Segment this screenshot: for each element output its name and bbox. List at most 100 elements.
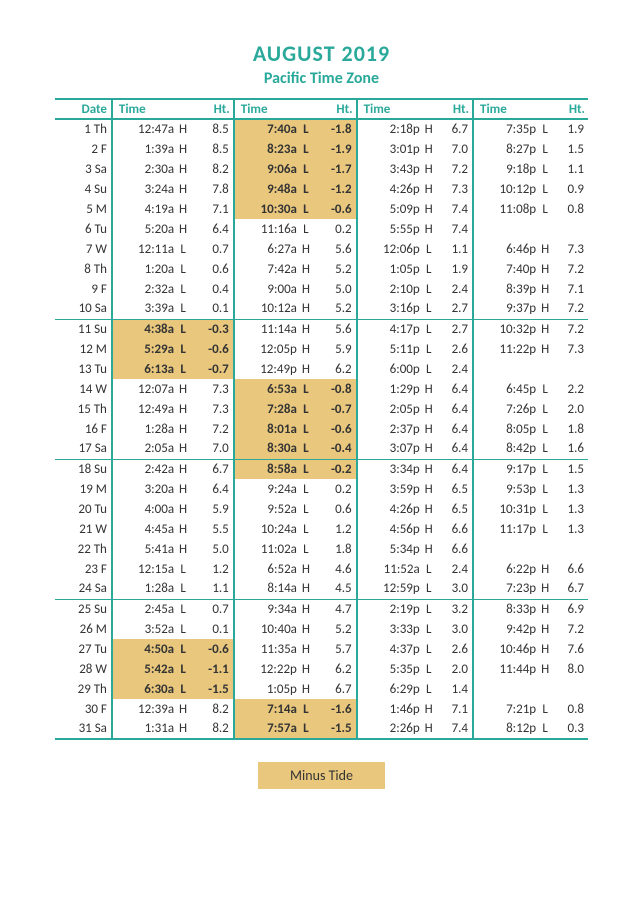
time-cell: 7:28a	[234, 399, 299, 419]
hl-cell: H	[299, 579, 313, 599]
height-cell: 2.4	[436, 279, 473, 299]
date-cell: 24 Sa	[55, 579, 112, 599]
date-cell: 8 Th	[55, 259, 112, 279]
time-cell: 5:41a	[112, 539, 176, 559]
height-cell: 6.7	[190, 459, 234, 479]
time-cell: 6:46p	[473, 239, 538, 259]
height-cell: 0.4	[190, 279, 234, 299]
time-cell: 10:46p	[473, 639, 538, 659]
time-cell: 8:39p	[473, 279, 538, 299]
hl-cell: L	[299, 419, 313, 439]
time-cell: 11:14a	[234, 319, 299, 339]
time-cell: 9:34a	[234, 599, 299, 619]
hl-cell: L	[538, 179, 552, 199]
height-cell: 7.2	[552, 259, 588, 279]
time-cell: 12:47a	[112, 119, 176, 139]
time-cell: 12:59p	[357, 579, 422, 599]
height-cell: 7.2	[436, 159, 473, 179]
time-cell: 4:26p	[357, 499, 422, 519]
time-cell: 11:08p	[473, 199, 538, 219]
height-cell: 5.0	[313, 279, 357, 299]
height-cell: 1.3	[552, 479, 588, 499]
time-cell: 9:17p	[473, 459, 538, 479]
date-cell: 16 F	[55, 419, 112, 439]
hl-cell: H	[538, 659, 552, 679]
hl-cell: H	[538, 619, 552, 639]
time-cell	[473, 219, 538, 239]
hl-cell: H	[538, 559, 552, 579]
table-row: 15 Th12:49aH7.37:28aL-0.72:05pH6.47:26pL…	[55, 399, 588, 419]
height-cell: 0.2	[313, 479, 357, 499]
time-cell: 3:59p	[357, 479, 422, 499]
height-cell: -1.6	[313, 699, 357, 719]
height-cell: 5.2	[313, 299, 357, 319]
time-cell: 9:18p	[473, 159, 538, 179]
height-cell: -0.6	[190, 339, 234, 359]
legend-minus-tide: Minus Tide	[258, 762, 385, 789]
height-cell: 7.2	[552, 299, 588, 319]
time-cell: 4:38a	[112, 319, 176, 339]
height-cell: -0.6	[313, 199, 357, 219]
time-cell: 6:30a	[112, 679, 176, 699]
time-cell: 2:37p	[357, 419, 422, 439]
height-cell: 0.6	[190, 259, 234, 279]
time-cell	[473, 539, 538, 559]
time-cell: 7:14a	[234, 699, 299, 719]
height-cell: -0.3	[190, 319, 234, 339]
height-cell: 4.5	[313, 579, 357, 599]
page-title: AUGUST 2019	[55, 40, 588, 67]
height-cell: 7.1	[552, 279, 588, 299]
date-cell: 11 Su	[55, 319, 112, 339]
time-cell: 9:06a	[234, 159, 299, 179]
time-cell: 11:35a	[234, 639, 299, 659]
hl-cell: H	[422, 379, 436, 399]
table-row: 27 Tu4:50aL-0.611:35aH5.74:37pL2.610:46p…	[55, 639, 588, 659]
height-cell: -1.1	[190, 659, 234, 679]
table-row: 20 Tu4:00aH5.99:52aL0.64:26pH6.510:31pL1…	[55, 499, 588, 519]
height-cell: 7.3	[190, 399, 234, 419]
time-cell: 3:43p	[357, 159, 422, 179]
hl-cell: H	[422, 459, 436, 479]
hl-cell: H	[422, 139, 436, 159]
hl-cell: L	[299, 199, 313, 219]
time-cell: 9:24a	[234, 479, 299, 499]
height-cell: 7.2	[552, 619, 588, 639]
height-cell: 1.9	[436, 259, 473, 279]
tide-page: AUGUST 2019 Pacific Time Zone Date Time …	[0, 0, 643, 849]
height-cell: 1.8	[313, 539, 357, 559]
hl-cell: H	[176, 519, 190, 539]
time-cell: 6:29p	[357, 679, 422, 699]
height-cell: 6.4	[436, 379, 473, 399]
height-cell: 0.8	[552, 199, 588, 219]
hl-cell: L	[538, 159, 552, 179]
hl-cell: H	[299, 599, 313, 619]
hl-cell: H	[299, 559, 313, 579]
hl-cell: L	[422, 639, 436, 659]
time-cell: 12:11a	[112, 239, 176, 259]
date-cell: 17 Sa	[55, 439, 112, 459]
height-cell: 5.2	[313, 619, 357, 639]
height-cell: 0.9	[552, 179, 588, 199]
time-cell: 10:40a	[234, 619, 299, 639]
time-cell: 4:26p	[357, 179, 422, 199]
height-cell: 8.5	[190, 119, 234, 139]
height-cell: 7.4	[436, 199, 473, 219]
time-cell: 3:52a	[112, 619, 176, 639]
time-cell: 3:20a	[112, 479, 176, 499]
time-cell: 7:57a	[234, 719, 299, 739]
hl-cell: H	[176, 179, 190, 199]
time-cell: 6:00p	[357, 359, 422, 379]
time-cell: 5:42a	[112, 659, 176, 679]
hl-cell: H	[422, 219, 436, 239]
height-cell: -1.5	[313, 719, 357, 739]
hl-cell: H	[422, 399, 436, 419]
date-cell: 18 Su	[55, 459, 112, 479]
hl-cell: H	[422, 419, 436, 439]
hl-cell: L	[176, 299, 190, 319]
height-cell: 6.2	[313, 659, 357, 679]
date-cell: 20 Tu	[55, 499, 112, 519]
hl-cell: L	[299, 139, 313, 159]
time-cell: 9:42p	[473, 619, 538, 639]
hl-cell: H	[176, 439, 190, 459]
time-cell: 1:20a	[112, 259, 176, 279]
